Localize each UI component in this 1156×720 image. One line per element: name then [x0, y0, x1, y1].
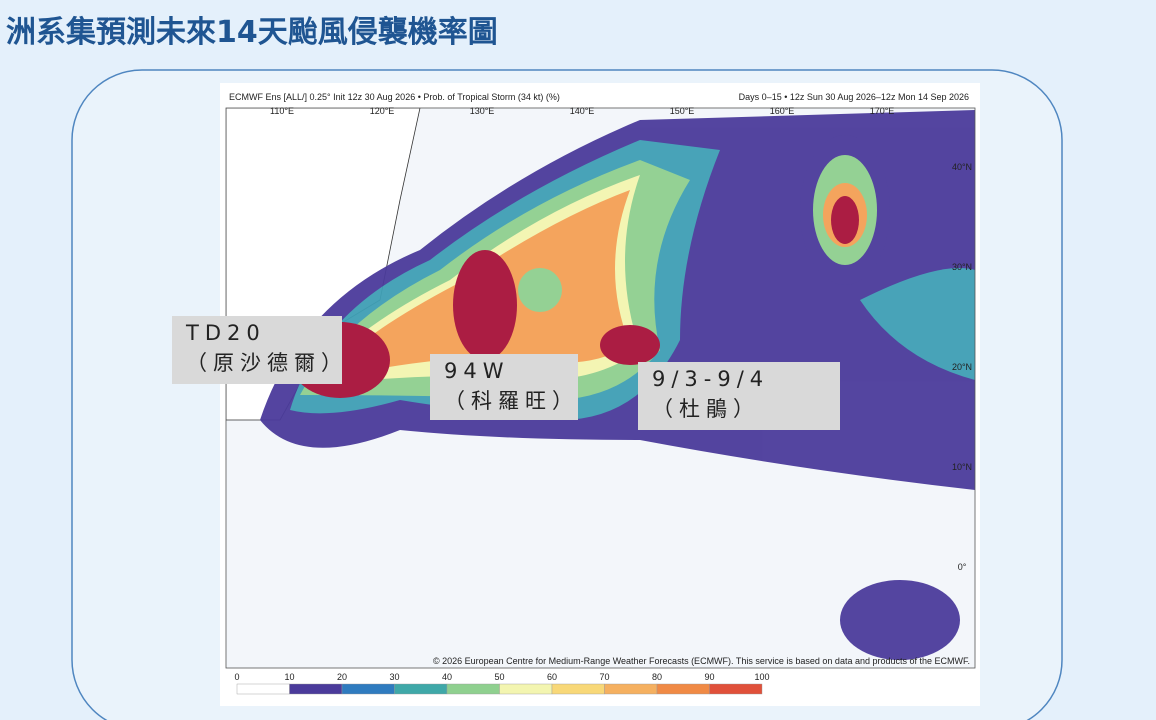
colorbar-swatch — [604, 683, 658, 695]
colorbar-swatch — [709, 683, 763, 695]
annotation-text: （原沙德爾） — [186, 351, 348, 375]
lat-label: 30°N — [952, 262, 972, 272]
lat-label: 0° — [958, 562, 967, 572]
annotation-text: 9/3-9/4 — [652, 367, 769, 391]
map-header-right: Days 0–15 • 12z Sun 30 Aug 2026–12z Mon … — [739, 92, 969, 102]
colorbar-tick-label: 80 — [652, 672, 662, 682]
map-credit: © 2026 European Centre for Medium-Range … — [433, 656, 970, 666]
colorbar-tick-label: 70 — [599, 672, 609, 682]
map-header-left: ECMWF Ens [ALL/] 0.25° Init 12z 30 Aug 2… — [229, 92, 560, 102]
lat-labels: 40°N 30°N 20°N 10°N 0° — [952, 162, 972, 572]
colorbar-tick-label: 0 — [234, 672, 239, 682]
colorbar-tick-label: 30 — [389, 672, 399, 682]
map-border — [225, 107, 976, 669]
lon-label: 170°E — [870, 106, 895, 116]
colorbar-swatch — [551, 683, 605, 695]
annotation-text: （科羅旺） — [444, 389, 579, 413]
colorbar-swatch — [394, 683, 448, 695]
colorbar-tick-label: 20 — [337, 672, 347, 682]
annotation-box — [638, 362, 840, 430]
slide-title: 洲系集預測未來14天颱風侵襲機率圖 — [6, 15, 498, 50]
colorbar-swatch — [446, 683, 500, 695]
colorbar: 0 10 20 30 40 50 60 70 80 90 100 — [234, 672, 770, 695]
lon-label: 110°E — [270, 106, 294, 116]
lon-label: 160°E — [770, 106, 795, 116]
lon-label: 150°E — [670, 106, 695, 116]
map — [226, 108, 975, 668]
lat-label: 20°N — [952, 362, 972, 372]
colorbar-tick-label: 10 — [284, 672, 294, 682]
annotation-text: （杜鵑） — [652, 397, 760, 421]
lat-label: 10°N — [952, 462, 972, 472]
colorbar-swatch — [236, 683, 290, 695]
annotation-box — [172, 316, 342, 384]
colorbar-tick-label: 100 — [754, 672, 769, 682]
colorbar-tick-label: 40 — [442, 672, 452, 682]
annotations: TD20 （原沙德爾） 94W （科羅旺） 9/3-9/4 （杜鵑） — [172, 316, 840, 430]
lat-label: 40°N — [952, 162, 972, 172]
lon-label: 130°E — [470, 106, 495, 116]
annotation-text: TD20 — [185, 321, 266, 345]
annotation-box — [430, 354, 578, 420]
colorbar-swatch — [289, 683, 343, 695]
colorbar-tick-label: 50 — [494, 672, 504, 682]
colorbar-swatch — [499, 683, 553, 695]
lon-label: 120°E — [370, 106, 395, 116]
annotation-text: 94W — [444, 359, 510, 383]
lon-labels: 110°E 120°E 130°E 140°E 150°E 160°E 170°E — [270, 106, 894, 116]
colorbar-swatch — [341, 683, 395, 695]
colorbar-swatch — [656, 683, 710, 695]
colorbar-tick-label: 90 — [704, 672, 714, 682]
colorbar-tick-label: 60 — [547, 672, 557, 682]
lon-label: 140°E — [570, 106, 595, 116]
